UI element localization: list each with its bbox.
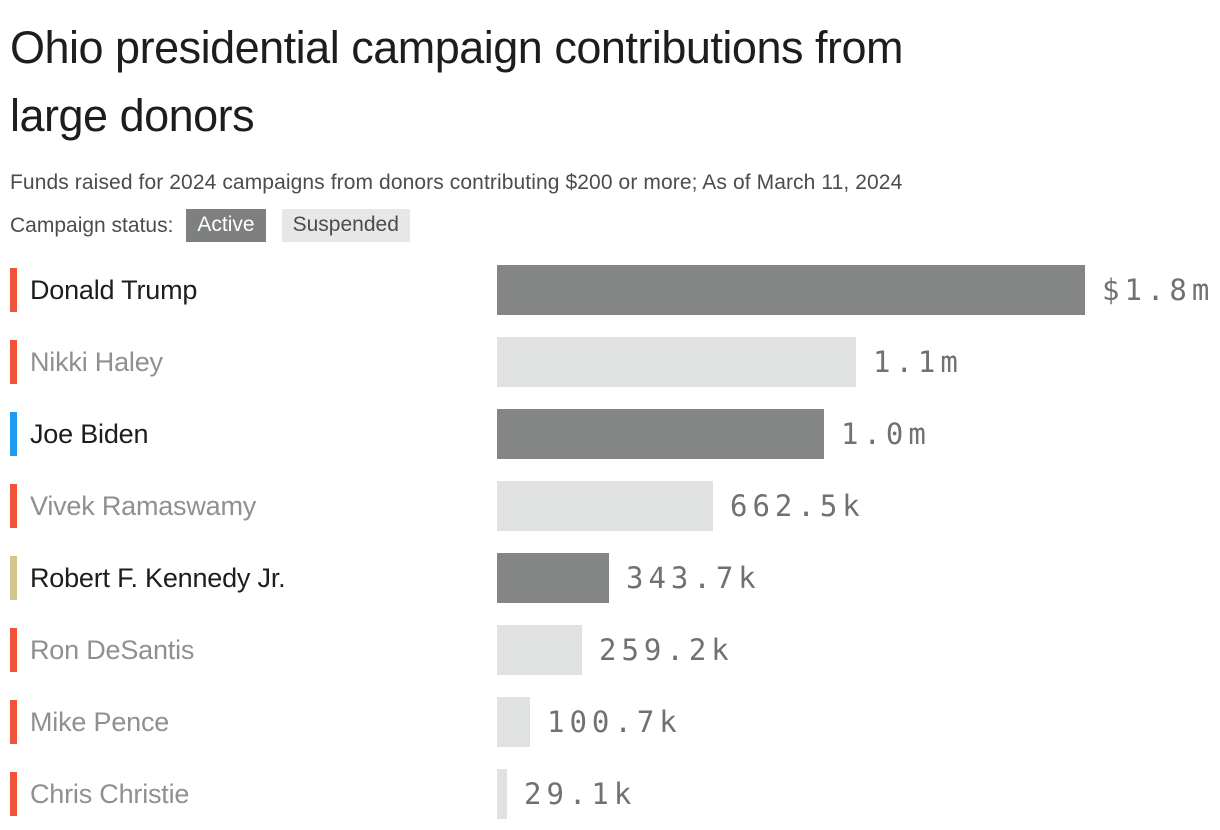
value-label: 343.7k xyxy=(626,561,761,595)
legend-chip-active[interactable]: Active xyxy=(186,209,266,242)
contribution-bar xyxy=(497,409,824,459)
party-color-tick xyxy=(10,700,17,744)
chart-row: Joe Biden 1.0m xyxy=(10,398,1210,470)
legend-chip-suspended[interactable]: Suspended xyxy=(281,209,410,242)
contribution-bar xyxy=(497,337,856,387)
chart-row: Donald Trump $1.8m xyxy=(10,254,1210,326)
candidate-name: Chris Christie xyxy=(30,778,190,809)
party-color-tick xyxy=(10,556,17,600)
party-color-tick xyxy=(10,340,17,384)
party-color-tick xyxy=(10,268,17,312)
chart-subtitle: Funds raised for 2024 campaigns from don… xyxy=(10,171,903,194)
value-label: 662.5k xyxy=(730,489,865,523)
contribution-bar xyxy=(497,625,582,675)
chart-row: Chris Christie 29.1k xyxy=(10,758,1210,830)
contribution-bar xyxy=(497,481,713,531)
value-label: 100.7k xyxy=(547,705,682,739)
party-color-tick xyxy=(10,412,17,456)
page-title-line1: Ohio presidential campaign contributions… xyxy=(10,22,903,73)
chart-row: Nikki Haley 1.1m xyxy=(10,326,1210,398)
campaign-status-legend: Campaign status: Active Suspended xyxy=(10,209,1210,242)
chart-row: Vivek Ramaswamy 662.5k xyxy=(10,470,1210,542)
legend-label: Campaign status: xyxy=(10,213,174,237)
candidate-name: Robert F. Kennedy Jr. xyxy=(30,562,286,593)
value-label: 29.1k xyxy=(524,777,637,811)
contribution-bar xyxy=(497,697,530,747)
party-color-tick xyxy=(10,772,17,816)
value-label: $1.8m xyxy=(1102,273,1215,307)
contribution-bar xyxy=(497,769,507,819)
contribution-bar xyxy=(497,553,609,603)
chart-row: Mike Pence 100.7k xyxy=(10,686,1210,758)
page-title: Ohio presidential campaign contributions… xyxy=(10,14,1170,149)
party-color-tick xyxy=(10,484,17,528)
value-label: 259.2k xyxy=(599,633,734,667)
candidate-name: Joe Biden xyxy=(30,418,149,449)
value-label: 1.0m xyxy=(841,417,931,451)
chart-row: Ron DeSantis 259.2k xyxy=(10,614,1210,686)
value-label: 1.1m xyxy=(873,345,963,379)
contribution-bar xyxy=(497,265,1085,315)
page-title-line2: large donors xyxy=(10,89,255,141)
candidate-name: Ron DeSantis xyxy=(30,634,195,665)
bar-chart: Donald Trump $1.8m Nikki Haley 1.1m Joe … xyxy=(10,254,1210,830)
party-color-tick xyxy=(10,628,17,672)
candidate-name: Vivek Ramaswamy xyxy=(30,490,257,521)
chart-row: Robert F. Kennedy Jr. 343.7k xyxy=(10,542,1210,614)
candidate-name: Donald Trump xyxy=(30,274,198,305)
candidate-name: Mike Pence xyxy=(30,706,170,737)
candidate-name: Nikki Haley xyxy=(30,346,163,377)
